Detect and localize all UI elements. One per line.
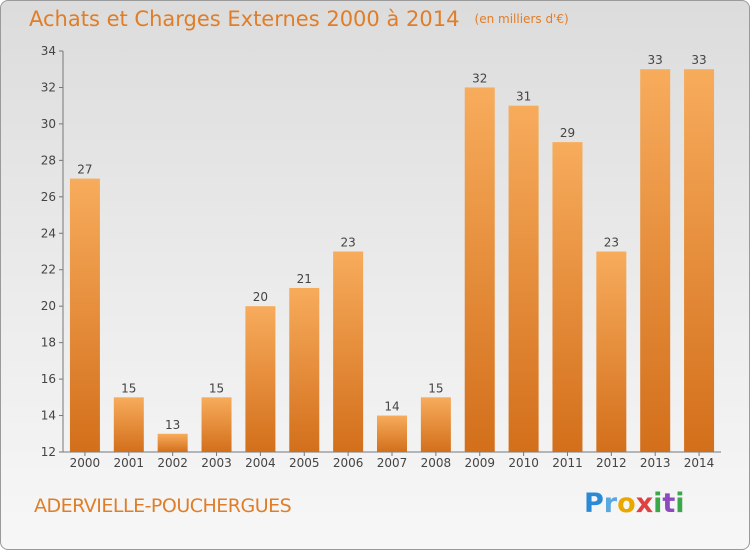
bar [420,397,451,452]
y-tick-label: 22 [41,263,56,277]
chart-title: Achats et Charges Externes 2000 à 2014 [29,7,460,31]
bar [69,178,100,452]
data-label: 15 [209,381,224,395]
x-tick-label: 2006 [333,456,364,470]
bar [552,142,583,453]
data-label: 23 [340,236,355,250]
data-label: 20 [253,290,268,304]
y-tick-label: 16 [41,372,56,386]
proxiti-logo: Proxiti [584,488,685,519]
bar [333,251,364,452]
logo-letter: x [635,488,654,519]
x-tick-label: 2007 [377,456,408,470]
data-label: 32 [472,71,487,85]
y-tick-label: 28 [41,153,56,167]
data-label: 13 [165,418,180,432]
bar [508,105,539,452]
bar [113,397,144,452]
data-label: 21 [297,272,312,286]
bar [596,251,627,452]
bar [201,397,232,452]
bar [377,415,407,452]
data-label: 33 [691,53,706,67]
logo-letter: i [675,488,685,519]
y-tick-label: 24 [41,226,56,240]
data-label: 15 [121,381,136,395]
x-tick-label: 2012 [596,456,627,470]
y-tick-label: 12 [41,445,56,459]
data-label: 23 [604,236,619,250]
y-tick-label: 20 [41,299,56,313]
commune-name: ADERVIELLE-POUCHERGUES [34,495,292,517]
x-tick-label: 2002 [157,456,188,470]
bar [684,69,715,453]
y-tick-label: 34 [41,44,56,58]
x-tick-label: 2009 [464,456,495,470]
x-tick-label: 2013 [640,456,671,470]
data-label: 33 [648,53,663,67]
bar [640,69,671,453]
data-label: 29 [560,126,575,140]
data-label: 14 [384,400,399,414]
y-tick-label: 26 [41,190,56,204]
x-tick-label: 2000 [70,456,101,470]
y-tick-label: 30 [41,117,56,131]
logo-letter: i [653,488,663,519]
bar [289,287,320,452]
x-tick-label: 2005 [289,456,320,470]
bar [157,433,188,452]
title-row: Achats et Charges Externes 2000 à 2014 (… [29,7,569,31]
data-label: 31 [516,90,531,104]
data-label: 15 [428,381,443,395]
x-tick-label: 2011 [552,456,583,470]
y-tick-label: 18 [41,336,56,350]
x-tick-label: 2008 [421,456,452,470]
y-tick-label: 32 [41,80,56,94]
x-tick-label: 2004 [245,456,276,470]
x-tick-label: 2003 [201,456,232,470]
logo-letter: P [584,488,604,519]
x-tick-label: 2010 [508,456,539,470]
x-tick-label: 2014 [684,456,715,470]
chart-unit: (en milliers d'€) [474,12,569,26]
bar [464,87,495,453]
y-tick-label: 14 [41,409,56,423]
logo-letter: t [662,488,676,519]
x-tick-label: 2001 [114,456,145,470]
data-label: 27 [77,163,92,177]
bar [245,306,276,452]
logo-letter: o [617,488,636,519]
logo-letter: r [603,488,618,519]
